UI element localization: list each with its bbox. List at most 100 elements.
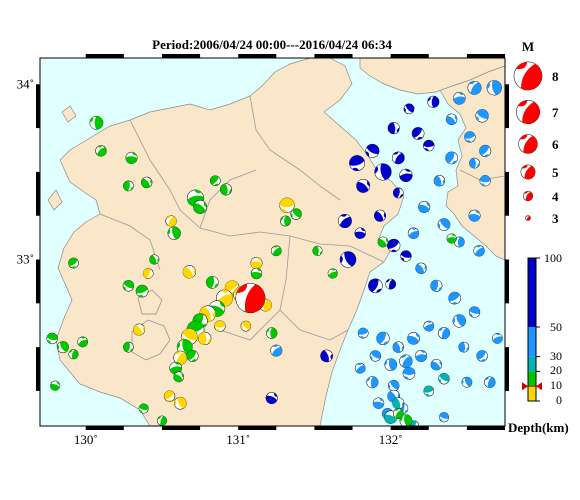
frame-scale-block [505,171,509,216]
earthquake-mechanism [423,139,435,152]
lon-tick-label: 131˚ [226,432,250,447]
earthquake-mechanism [77,336,89,348]
earthquake-mechanism [279,197,295,213]
magnitude-legend-symbol [525,215,531,221]
earthquake-mechanism [468,306,481,318]
frame-scale-block [36,347,40,391]
earthquake-mechanism [205,275,219,289]
depth-band [528,258,536,327]
earthquake-mechanism [407,332,420,345]
border-line [279,235,349,341]
depth-tick-label: 0 [556,393,562,407]
earthquake-mechanism [411,127,425,140]
earthquake-mechanism [418,201,431,213]
earthquake-mechanism [385,278,397,290]
depth-band [528,371,536,387]
magnitude-legend-symbol [522,190,534,202]
earthquake-mechanism [138,403,149,414]
depth-axis-title: Depth(km) [508,420,569,435]
earthquake-mechanism [250,267,263,280]
earthquake-mechanism [374,209,386,222]
earthquake-mechanism [476,350,488,362]
earthquake-mechanism [312,245,323,256]
earthquake-mechanism [337,214,352,228]
earthquake-mechanism [445,113,458,125]
earthquake-mechanism [448,291,462,305]
lon-tick-label: 130˚ [74,432,98,447]
depth-tick-label: 50 [550,320,562,334]
magnitude-label: 5 [552,165,559,180]
earthquake-mechanism [368,278,383,294]
earthquake-mechanism [492,333,503,344]
depth-tick-label: 30 [550,349,562,363]
earthquake-mechanism [50,380,61,391]
earthquake-mechanism [392,187,404,199]
earthquake-mechanism [173,371,185,383]
magnitude-legend-symbol [518,134,538,154]
depth-colorbar-frame [527,257,537,402]
axis-labels: 34˚ 33˚ 130˚ 131˚ 132˚ [17,76,403,447]
earthquake-mechanism [320,349,333,363]
map-area [36,54,509,430]
earthquake-mechanism [430,359,443,371]
magnitude-label: 7 [552,105,559,120]
earthquake-mechanism [415,349,428,362]
frame-scale-block [161,426,201,430]
earthquake-mechanism [415,262,427,274]
frame-scale-block [505,259,509,304]
earthquake-mechanism [452,314,466,328]
frame-scale-block [36,84,40,129]
hirado-island [47,189,63,211]
earthquake-mechanism [173,396,187,410]
earthquake-mechanism [265,392,278,404]
earthquake-mechanism [240,320,252,332]
frame-scale-block [466,54,505,58]
earthquake-mechanism [46,332,58,345]
lat-tick-label: 34˚ [17,76,34,91]
earthquake-mechanism [402,367,416,380]
earthquake-mechanism [123,180,134,192]
magnitude-label: 4 [552,189,559,204]
earthquake-mechanism [430,279,443,292]
earthquake-mechanism [377,236,389,248]
earthquake-mechanism [165,215,177,227]
earthquake-mechanism [209,175,221,187]
lat-tick-label: 33˚ [17,252,34,267]
earthquake-mechanism [479,144,492,157]
frame-scale-block [238,54,277,58]
depth-colorbar: 100 50 30 20 10 0 Depth(km) [508,251,569,435]
frame-ticks [36,54,509,430]
earthquake-mechanism [173,350,188,365]
magnitude-legend-symbol [513,61,543,91]
earthquake-mechanism [89,115,104,130]
magnitude-label: 6 [552,137,559,152]
earthquake-mechanism [387,238,401,253]
magnitude-legend-symbol [520,164,536,180]
frame-scale-block [314,426,353,430]
earthquake-mechanism [369,350,382,362]
frame-scale-block [161,54,201,58]
border-line [199,169,257,229]
earthquake-mechanism [374,163,392,181]
earthquake-mechanism [357,327,369,339]
earthquake-mechanism [433,175,446,187]
earthquake-mechanisms [46,80,503,426]
earthquake-mechanism [167,226,181,240]
earthquake-mechanism [156,415,168,426]
magnitude-label: 8 [552,69,559,84]
earthquake-mechanism [399,354,413,368]
earthquake-mechanism [182,265,197,279]
earthquake-mechanism [270,344,283,357]
earthquake-mechanism [437,218,451,231]
earthquake-mechanism [391,151,405,165]
earthquake-mechanism [452,91,466,105]
earthquake-mechanism [214,320,226,332]
earthquake-mechanism [280,215,291,227]
earthquake-mechanism [438,327,450,340]
depth-tick-label: 20 [550,363,562,377]
earthquake-mechanism [407,227,420,239]
depth-band [528,327,536,357]
earthquake-mechanism [366,376,379,389]
border-line [249,95,341,201]
